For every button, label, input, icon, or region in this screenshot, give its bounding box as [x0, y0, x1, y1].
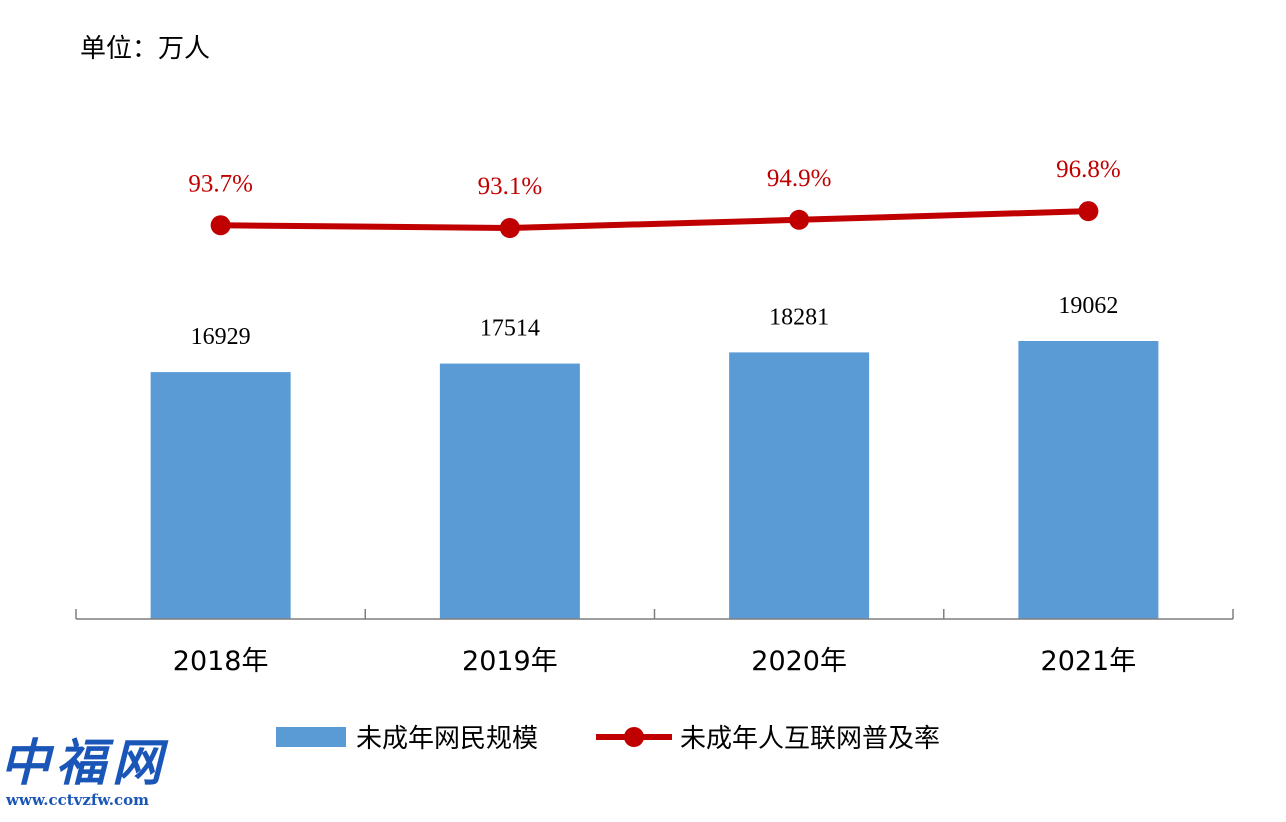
rate-line	[220, 208, 1089, 232]
bar-0	[150, 372, 291, 619]
bar-value-labels: 16929 17514 18281 19062	[191, 293, 1119, 350]
rate-point-0	[210, 215, 231, 236]
rate-point-3	[1078, 201, 1099, 222]
unit-label: 单位：万人	[80, 34, 211, 64]
legend-line-label: 未成年人互联网普及率	[680, 724, 940, 754]
rate-label-2: 94.9%	[767, 165, 832, 192]
legend-bar-label: 未成年网民规模	[356, 724, 538, 754]
x-axis: 2018年 2019年 2020年 2021年	[75, 609, 1234, 677]
rate-point-2	[789, 209, 810, 230]
bar-value-label-0: 16929	[191, 324, 251, 350]
line-series: 93.7% 93.1% 94.9% 96.8%	[188, 156, 1121, 238]
x-tick-label-1: 2019年	[462, 646, 558, 677]
bar-value-label-1: 17514	[480, 316, 540, 342]
watermark-logo: 中福网 www.cctvzfw.com	[0, 733, 200, 810]
rate-label-0: 93.7%	[188, 170, 253, 197]
rate-point-1	[499, 218, 520, 238]
x-tick-label-3: 2021年	[1041, 646, 1137, 677]
bar-value-label-3: 19062	[1058, 293, 1118, 319]
legend-bar-swatch	[276, 727, 346, 747]
watermark-url: www.cctvzfw.com	[6, 791, 149, 809]
watermark-text: 中福网	[0, 733, 168, 792]
bar-3	[1018, 341, 1159, 619]
bar-2	[729, 352, 870, 619]
legend-line-marker	[624, 727, 644, 747]
x-tick-label-0: 2018年	[173, 646, 269, 677]
bar-1	[439, 363, 580, 619]
legend: 未成年网民规模 未成年人互联网普及率	[276, 724, 940, 754]
x-tick-label-2: 2020年	[751, 646, 847, 677]
bar-value-label-2: 18281	[769, 304, 829, 330]
rate-label-1: 93.1%	[478, 173, 543, 200]
rate-label-3: 96.8%	[1056, 156, 1121, 183]
bar-series	[150, 341, 1159, 619]
